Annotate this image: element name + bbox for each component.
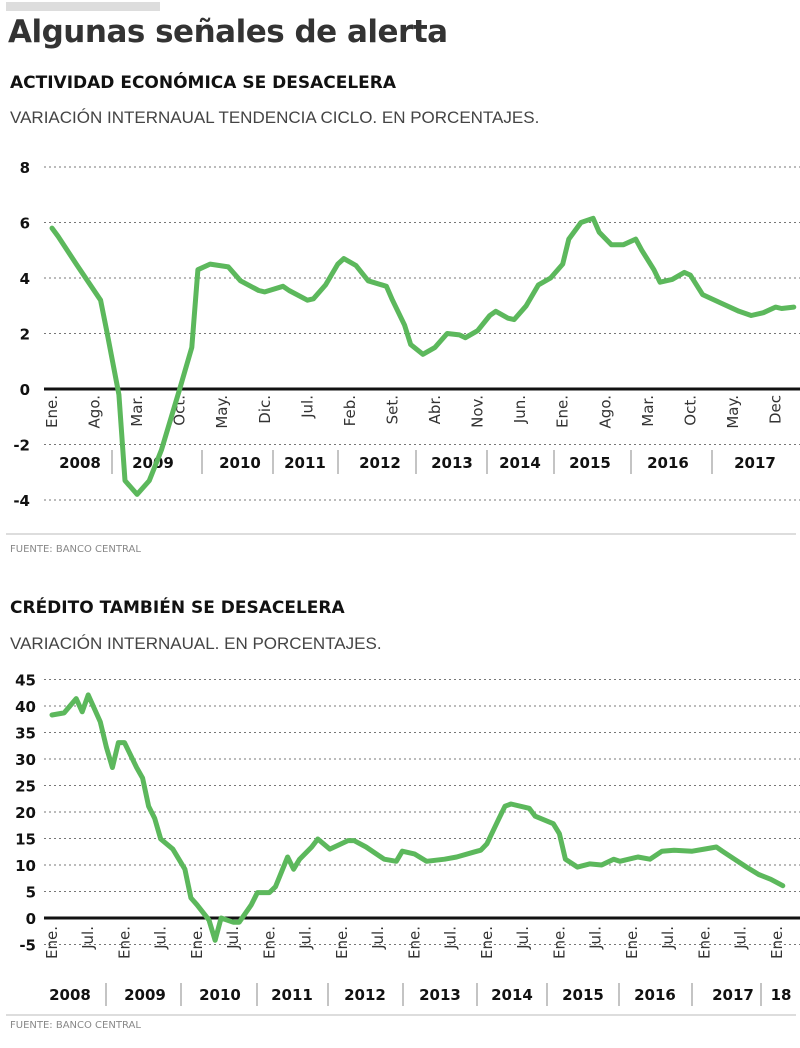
year-label: 2009 bbox=[132, 454, 174, 472]
y-tick-label: 6 bbox=[20, 215, 30, 233]
y-tick-label: 2 bbox=[20, 326, 30, 344]
x-tick-label: Jul. bbox=[224, 926, 242, 950]
year-label: 2008 bbox=[49, 986, 91, 1004]
y-tick-label: 35 bbox=[15, 725, 36, 743]
x-tick-label: Ene. bbox=[333, 926, 351, 959]
chart1-subtitle: VARIACIÓN INTERNAUAL TENDENCIA CICLO. EN… bbox=[10, 108, 540, 127]
year-label: 18 bbox=[771, 986, 792, 1004]
y-tick-label: 45 bbox=[15, 672, 36, 690]
y-tick-label: 4 bbox=[20, 270, 30, 288]
year-label: 2011 bbox=[284, 454, 326, 472]
y-tick-label: 5 bbox=[26, 884, 36, 902]
y-tick-label: -5 bbox=[19, 937, 36, 955]
year-label: 2017 bbox=[734, 454, 776, 472]
y-tick-label: 30 bbox=[15, 751, 36, 769]
divider bbox=[6, 1014, 796, 1016]
year-label: 2010 bbox=[199, 986, 241, 1004]
y-tick-label: 0 bbox=[20, 381, 30, 399]
series-line bbox=[49, 692, 786, 943]
year-label: 2014 bbox=[491, 986, 533, 1004]
year-label: 2016 bbox=[647, 454, 689, 472]
chart2-source: FUENTE: BANCO CENTRAL bbox=[10, 1020, 141, 1031]
year-label: 2013 bbox=[419, 986, 461, 1004]
y-tick-label: 20 bbox=[15, 804, 36, 822]
x-tick-label: Oct. bbox=[681, 395, 699, 426]
y-tick-label: -4 bbox=[13, 492, 30, 510]
x-tick-label: Jul. bbox=[298, 395, 316, 419]
chart2-subtitle: VARIACIÓN INTERNAUAL. EN PORCENTAJES. bbox=[10, 634, 382, 653]
year-label: 2017 bbox=[712, 986, 754, 1004]
x-tick-label: Dec bbox=[767, 395, 785, 424]
series-line bbox=[49, 215, 797, 497]
x-tick-label: Jul. bbox=[659, 926, 677, 950]
top-accent-bar bbox=[6, 2, 160, 11]
x-tick-label: Ene. bbox=[405, 926, 423, 959]
x-tick-label: Jul. bbox=[297, 926, 315, 950]
x-tick-label: Nov. bbox=[469, 395, 487, 428]
x-tick-label: May. bbox=[213, 395, 231, 429]
y-tick-label: -2 bbox=[13, 437, 30, 455]
x-tick-label: Jul. bbox=[587, 926, 605, 950]
page-title: Algunas señales de alerta bbox=[8, 14, 448, 50]
year-label: 2009 bbox=[124, 986, 166, 1004]
year-label: 2015 bbox=[562, 986, 604, 1004]
x-tick-label: Ago. bbox=[596, 395, 614, 428]
x-tick-label: Ene. bbox=[260, 926, 278, 959]
x-tick-label: Jul. bbox=[79, 926, 97, 950]
x-tick-label: Ene. bbox=[188, 926, 206, 959]
year-label: 2012 bbox=[344, 986, 386, 1004]
x-tick-label: Ene. bbox=[115, 926, 133, 959]
x-tick-label: Ene. bbox=[43, 926, 61, 959]
year-label: 2013 bbox=[431, 454, 473, 472]
y-tick-label: 8 bbox=[20, 159, 30, 177]
x-tick-label: Ene. bbox=[550, 926, 568, 959]
year-label: 2016 bbox=[634, 986, 676, 1004]
x-tick-label: Jun. bbox=[511, 395, 529, 424]
x-tick-label: Abr. bbox=[426, 395, 444, 424]
year-label: 2010 bbox=[219, 454, 261, 472]
chart1-source: FUENTE: BANCO CENTRAL bbox=[10, 544, 141, 555]
y-tick-label: 25 bbox=[15, 778, 36, 796]
x-tick-label: Ene. bbox=[768, 926, 786, 959]
year-label: 2008 bbox=[59, 454, 101, 472]
x-tick-label: Jul. bbox=[369, 926, 387, 950]
chart2-title: CRÉDITO TAMBIÉN SE DESACELERA bbox=[10, 598, 345, 618]
x-tick-label: Dic. bbox=[256, 395, 274, 424]
year-label: 2011 bbox=[271, 986, 313, 1004]
y-tick-label: 0 bbox=[26, 910, 36, 928]
x-tick-label: Jul. bbox=[732, 926, 750, 950]
x-tick-label: Ago. bbox=[86, 395, 104, 428]
x-tick-label: Ene. bbox=[43, 395, 61, 428]
chart1-title: ACTIVIDAD ECONÓMICA SE DESACELERA bbox=[10, 73, 397, 93]
x-tick-label: Jul. bbox=[442, 926, 460, 950]
x-tick-label: Mar. bbox=[128, 395, 146, 427]
y-tick-label: 40 bbox=[15, 698, 36, 716]
x-tick-label: Jul. bbox=[514, 926, 532, 950]
x-tick-label: Ene. bbox=[478, 926, 496, 959]
x-tick-label: Ene. bbox=[623, 926, 641, 959]
y-tick-label: 15 bbox=[15, 831, 36, 849]
year-label: 2014 bbox=[499, 454, 541, 472]
divider bbox=[6, 533, 796, 535]
y-tick-label: 10 bbox=[15, 857, 36, 875]
x-tick-label: Jul. bbox=[152, 926, 170, 950]
year-label: 2015 bbox=[569, 454, 611, 472]
x-tick-label: Feb. bbox=[341, 395, 359, 426]
x-tick-label: Ene. bbox=[554, 395, 572, 428]
x-tick-label: Mar. bbox=[639, 395, 657, 427]
x-tick-label: May. bbox=[724, 395, 742, 429]
x-tick-label: Ene. bbox=[695, 926, 713, 959]
x-tick-label: Set. bbox=[383, 395, 401, 424]
year-label: 2012 bbox=[359, 454, 401, 472]
